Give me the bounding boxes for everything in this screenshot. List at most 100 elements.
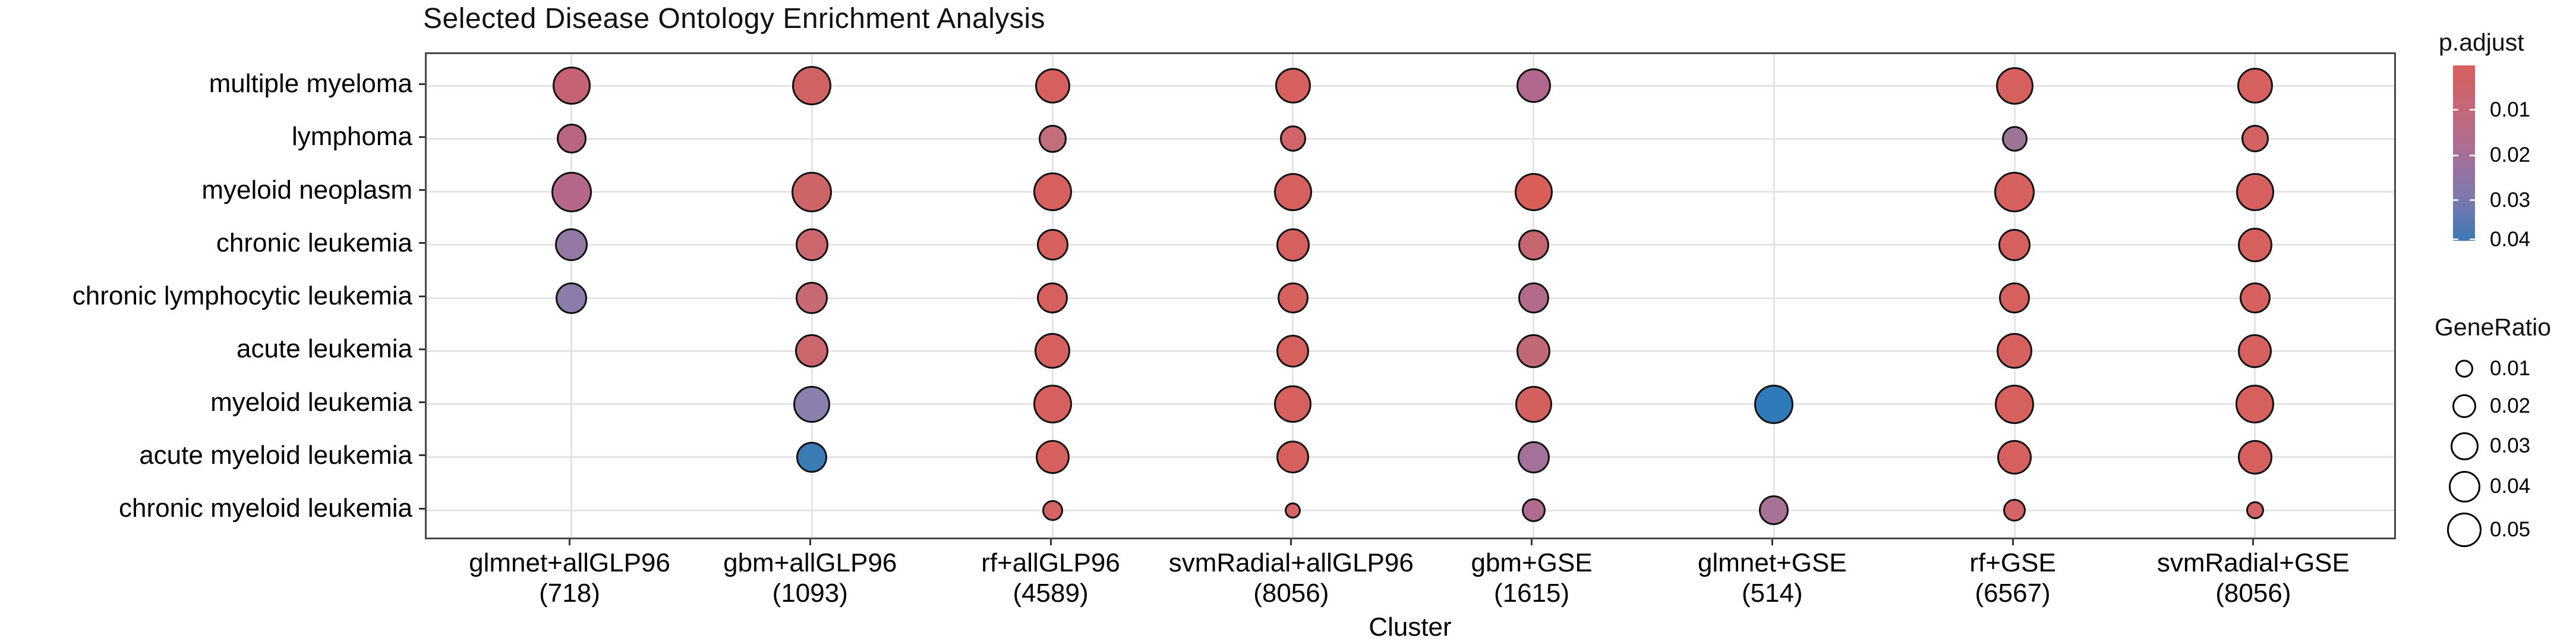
enrichment-dot [1037,282,1068,313]
y-axis-tick [419,242,425,244]
size-legend-circle [2448,470,2480,502]
x-axis-label: svmRadial+allGLP96 (8056) [1155,548,1428,608]
colorbar-tick-label: 0.04 [2490,227,2531,251]
horizontal-gridline [427,84,2394,87]
horizontal-gridline [427,509,2394,511]
colorbar-tick-label: 0.02 [2490,143,2531,167]
enrichment-dot [1276,228,1310,262]
enrichment-dot [556,124,587,154]
enrichment-dot [795,228,828,262]
size-legend-label: 0.03 [2490,434,2531,457]
size-legend-circle [2447,513,2482,547]
y-axis-label: multiple myeloma [209,69,412,98]
y-axis-tick [419,401,425,403]
x-axis-label-count: (6567) [1975,579,2051,608]
colorbar-tick [2470,109,2475,111]
enrichment-dot [556,282,587,314]
x-axis-label: rf+allGLP96 (4589) [914,548,1187,608]
enrichment-dot [792,171,833,212]
colorbar-tick-label: 0.01 [2490,98,2531,121]
y-axis-tick [419,348,425,350]
colorbar-tick [2453,109,2458,111]
x-axis-label-name: svmRadial+allGLP96 [1168,548,1414,577]
enrichment-dot [2237,439,2272,475]
enrichment-dot [796,441,828,473]
enrichment-dot [1517,441,1550,473]
enrichment-dot [1038,124,1067,153]
y-axis-label: acute leukemia [237,334,412,364]
x-axis-tick [1049,539,1052,545]
horizontal-gridline [427,297,2394,299]
x-axis-tick [809,539,811,545]
enrichment-dot [551,171,592,212]
x-axis-label-name: gbm+GSE [1471,548,1593,577]
enrichment-dot [1276,334,1310,367]
size-legend-label: 0.04 [2490,475,2531,498]
colorbar-tick-label: 0.03 [2490,188,2531,212]
colorbar-tick [2453,154,2458,156]
enrichment-dot [1273,172,1312,211]
y-axis-label: chronic lymphocytic leukemia [72,281,412,310]
x-axis-tick [1290,539,1292,545]
enrichment-dot [1759,495,1789,525]
enrichment-dot [1994,171,2035,212]
horizontal-gridline [427,350,2394,352]
enrichment-dot [1033,385,1072,423]
x-axis-label-count: (8056) [2215,579,2291,608]
x-axis-label: gbm+allGLP96 (1093) [673,548,947,608]
x-axis-label-name: glmnet+GSE [1698,548,1847,577]
enrichment-dot [1998,228,2031,261]
enrichment-dot [2241,125,2269,153]
enrichment-dot [1274,385,1312,423]
x-axis-label: rf+GSE (6567) [1876,548,2149,608]
enrichment-dot [1516,68,1551,103]
enrichment-dot [792,66,832,105]
colorbar-tick [2453,238,2458,241]
horizontal-gridline [427,403,2394,405]
y-axis-label: acute myeloid leukemia [139,440,412,470]
chart-title: Selected Disease Ontology Enrichment Ana… [423,3,1046,34]
enrichment-dot [552,67,591,105]
enrichment-dot [2237,227,2272,262]
enrichment-dot [1275,68,1311,103]
x-axis-label-count: (4589) [1013,579,1089,608]
y-axis-tick [419,189,425,191]
x-axis-label-name: gbm+allGLP96 [723,548,897,577]
enrichment-dot [1999,282,2030,313]
x-axis-title: Cluster [1369,612,1452,642]
enrichment-dot [1516,334,1551,368]
enrichment-dot [1276,441,1310,474]
enrichment-dot [1997,333,2033,369]
enrichment-dot [1033,172,1072,211]
x-axis-label-name: glmnet+allGLP96 [469,548,670,577]
x-axis-label-count: (8056) [1253,579,1329,608]
x-axis-label: svmRadial+GSE (8056) [2117,548,2390,608]
colorbar-tick [2453,199,2458,202]
enrichment-dot [1997,439,2032,475]
enrichment-dot [2238,334,2272,368]
enrichment-dot [1035,333,1071,369]
enrichment-dot [2246,501,2264,519]
enrichment-dot [2003,499,2026,522]
enrichment-dot [1277,282,1309,313]
x-axis-label-name: rf+GSE [1969,548,2056,577]
size-legend-label: 0.05 [2490,518,2531,541]
x-axis-tick [1771,539,1773,545]
x-axis-label-count: (1615) [1493,579,1570,608]
y-axis-label: lymphoma [292,122,412,152]
enrichment-dot [1042,500,1063,521]
colorbar-gradient [2453,65,2475,241]
colorbar-tick [2470,154,2475,156]
colorbar-legend-title: p.adjust [2439,29,2524,56]
horizontal-gridline [427,456,2394,458]
x-axis-tick [2252,539,2255,545]
size-legend-circle [2452,394,2476,418]
enrichment-dot [2236,385,2275,423]
x-axis-label-count: (718) [539,579,600,608]
y-axis-label: chronic leukemia [216,228,412,257]
enrichment-dot [1279,125,1306,152]
enrichment-dot [796,282,828,314]
enrichment-dot [1035,440,1070,475]
enrichment-dot [795,334,829,368]
